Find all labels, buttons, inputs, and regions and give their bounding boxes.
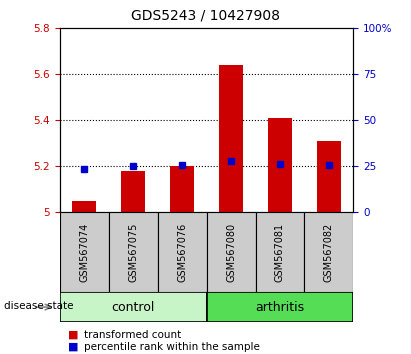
- Bar: [121, 171, 145, 212]
- Text: GSM567080: GSM567080: [226, 223, 236, 282]
- Bar: [206, 212, 256, 292]
- Text: arthritis: arthritis: [255, 301, 305, 314]
- Text: GSM567081: GSM567081: [275, 223, 285, 282]
- Bar: [157, 212, 206, 292]
- Text: control: control: [111, 301, 155, 314]
- Bar: [170, 166, 194, 212]
- Bar: [317, 141, 341, 212]
- Bar: [206, 292, 353, 322]
- Text: GSM567075: GSM567075: [128, 223, 138, 282]
- Bar: [305, 212, 353, 292]
- Bar: [60, 212, 109, 292]
- Bar: [219, 65, 243, 212]
- Text: percentile rank within the sample: percentile rank within the sample: [84, 342, 260, 352]
- Bar: [268, 118, 292, 212]
- Text: GSM567074: GSM567074: [79, 223, 89, 282]
- Text: ■: ■: [68, 342, 79, 352]
- Text: GSM567076: GSM567076: [177, 223, 187, 282]
- Bar: [109, 212, 157, 292]
- Bar: [72, 201, 96, 212]
- Bar: [60, 292, 206, 322]
- Text: GSM567082: GSM567082: [324, 223, 334, 282]
- Bar: [256, 212, 305, 292]
- Text: GDS5243 / 10427908: GDS5243 / 10427908: [131, 9, 280, 23]
- Text: disease state: disease state: [4, 301, 74, 310]
- Text: ■: ■: [68, 330, 79, 339]
- Text: transformed count: transformed count: [84, 330, 182, 339]
